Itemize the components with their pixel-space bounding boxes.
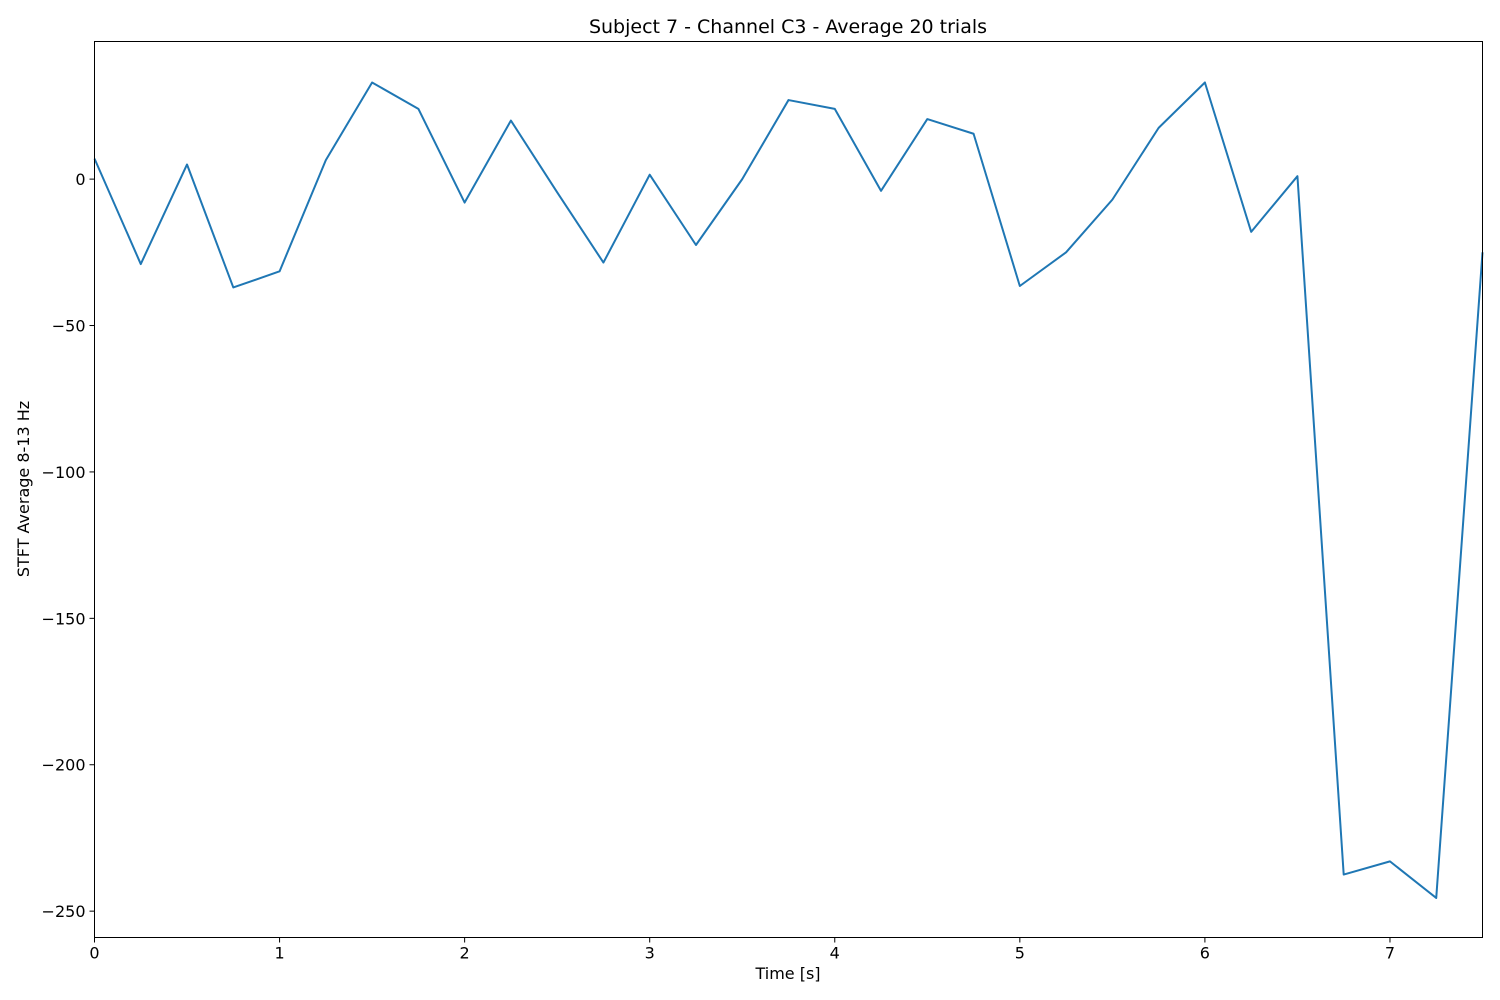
y-axis: 0 −50 −100 −150 −200 −250 [42,170,95,921]
y-tick-label: −50 [52,317,86,336]
x-tick-label: 0 [89,944,99,963]
x-axis: 0 1 2 3 4 5 6 7 [89,937,1395,963]
x-tick-label: 4 [830,944,840,963]
y-tick-label: −100 [42,463,86,482]
x-tick-label: 6 [1200,944,1210,963]
plot-area [93,81,1484,899]
x-tick-label: 1 [274,944,284,963]
axes-frame [94,41,1483,938]
y-tick-label: −200 [42,756,86,775]
series-line [93,81,1484,899]
x-tick-label: 2 [460,944,470,963]
y-tick-label: 0 [75,170,85,189]
x-tick-label: 3 [645,944,655,963]
y-tick-label: −150 [42,609,86,628]
x-axis-label: Time [s] [754,964,820,983]
x-tick-label: 5 [1015,944,1025,963]
chart-title: Subject 7 - Channel C3 - Average 20 tria… [589,16,987,38]
y-tick-label: −250 [42,902,86,921]
x-tick-label: 7 [1385,944,1395,963]
y-axis-label: STFT Average 8-13 Hz [14,401,33,577]
